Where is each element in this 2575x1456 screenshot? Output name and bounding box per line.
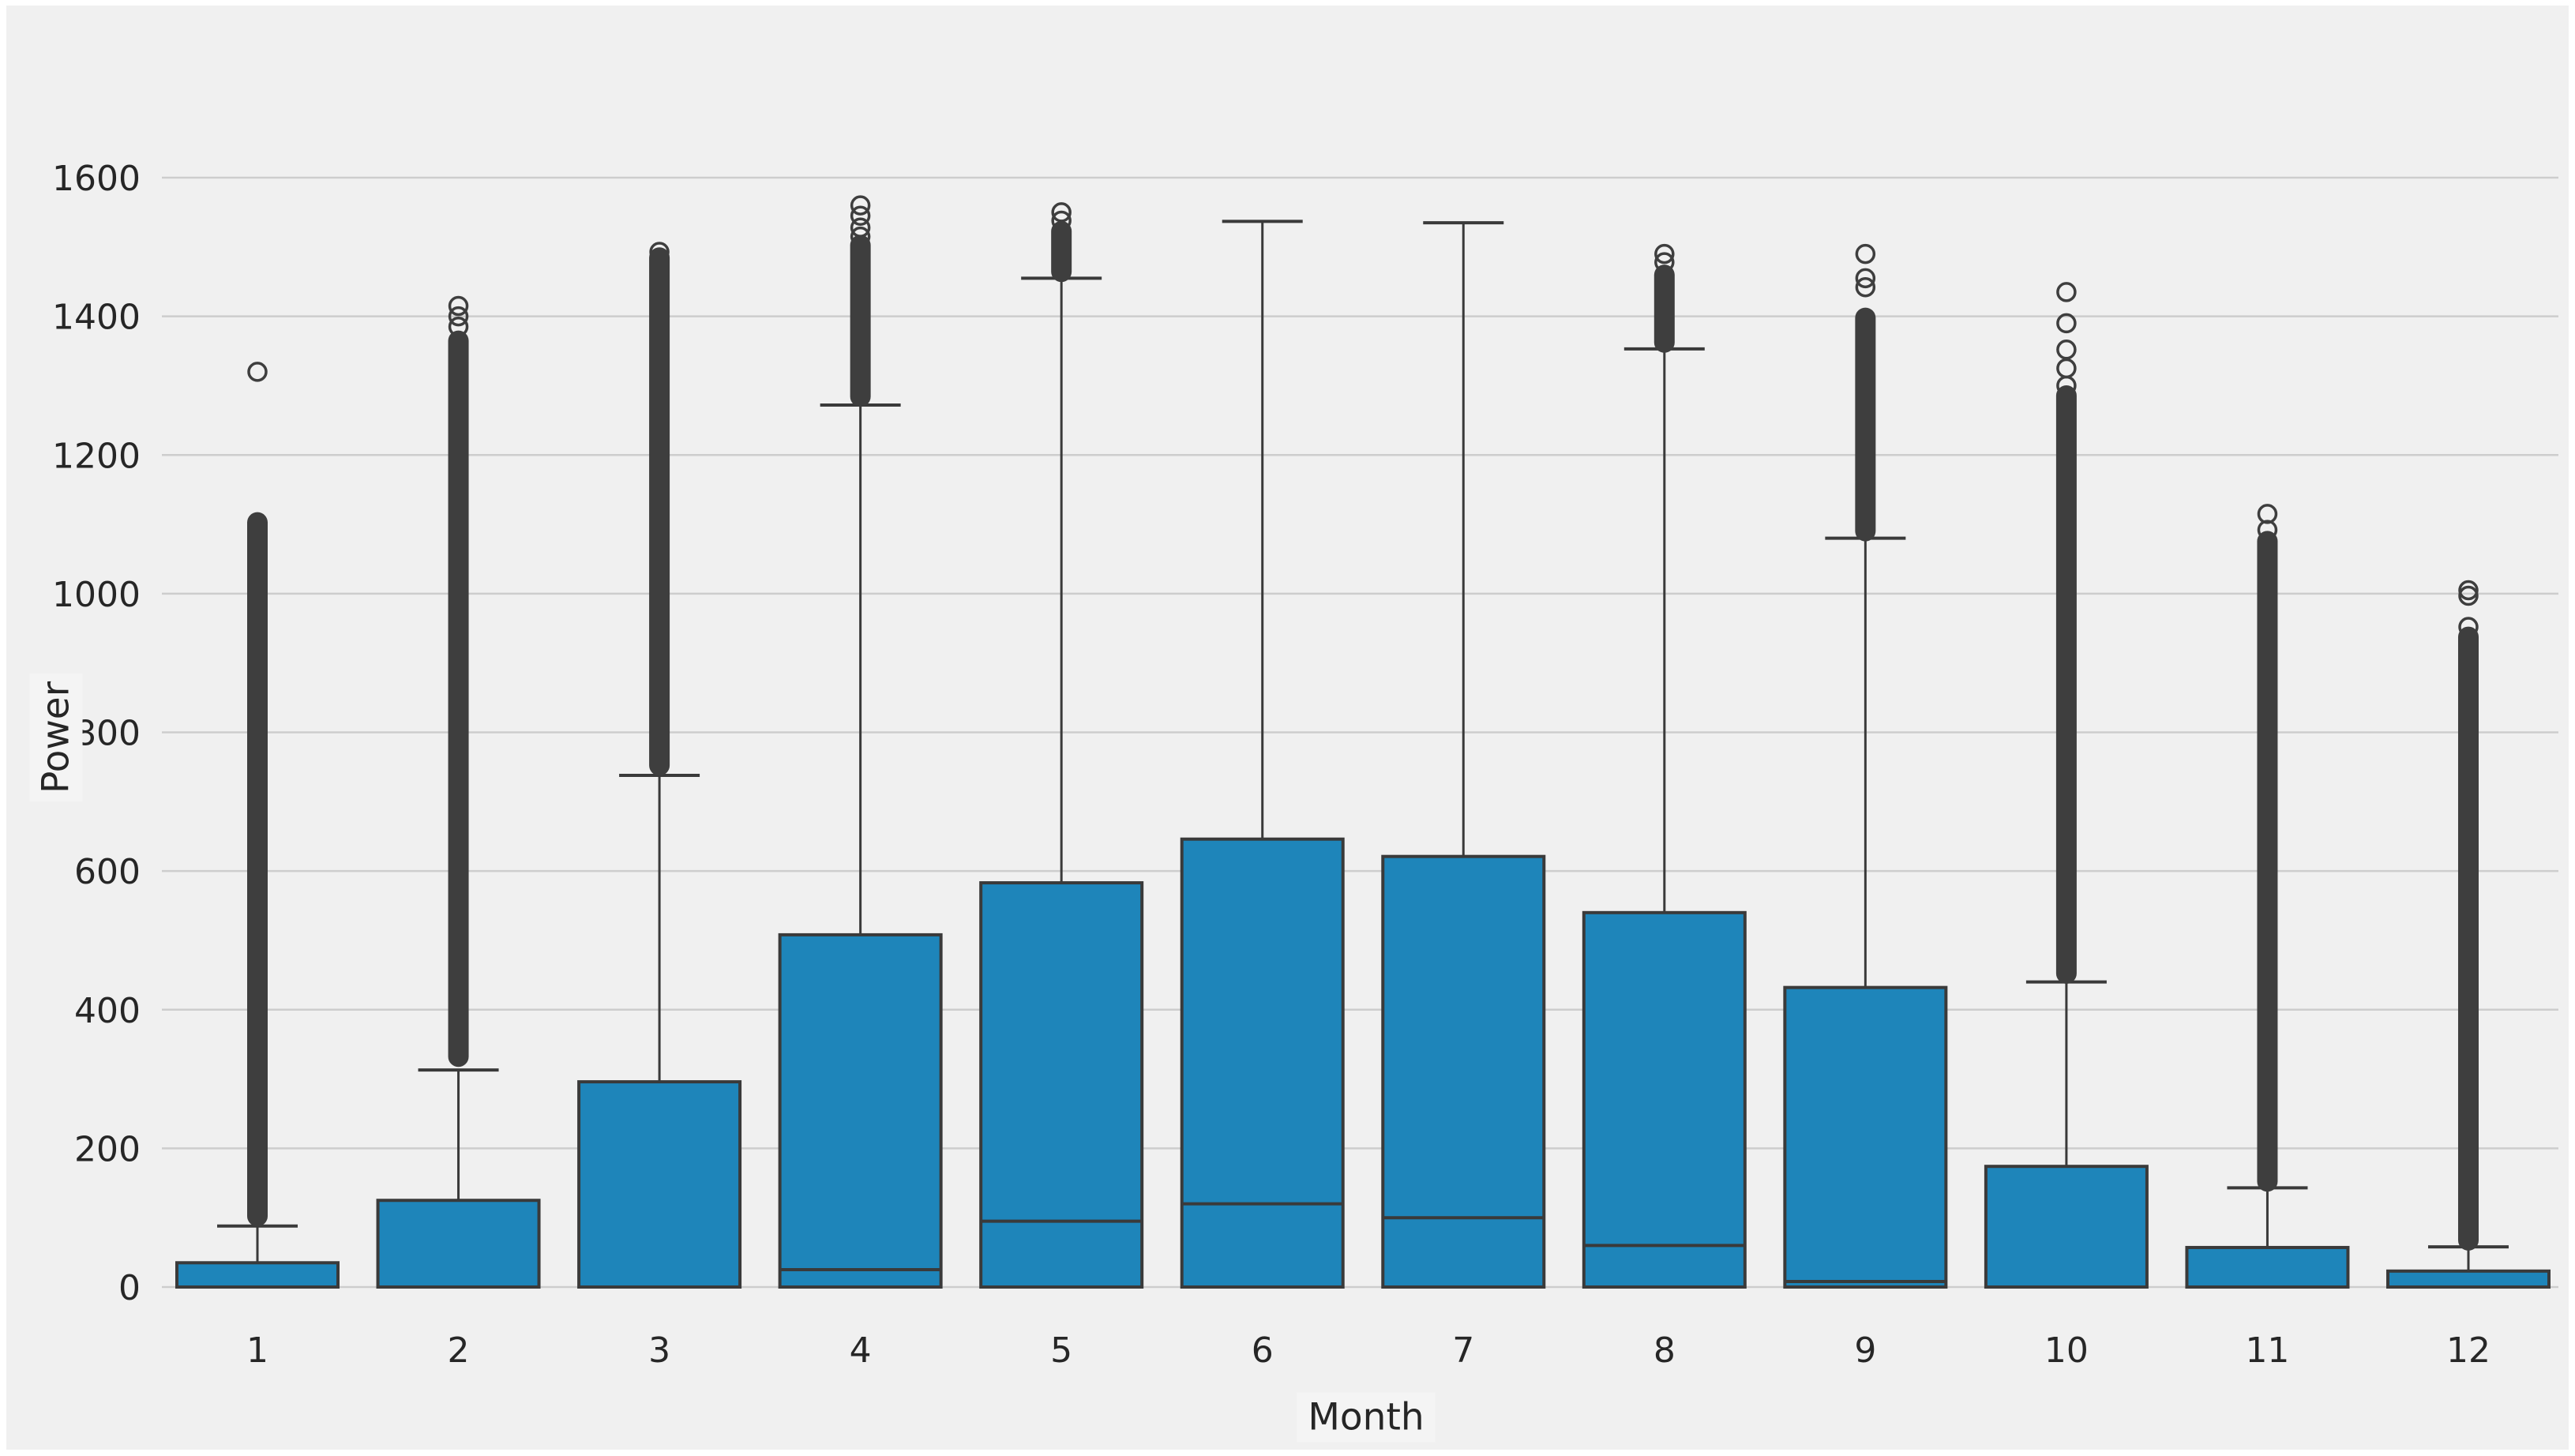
y-axis-label: Power xyxy=(29,673,83,802)
outlier-point-month-9 xyxy=(1855,268,1876,289)
y-tick-label: 600 xyxy=(74,852,141,892)
box-month-1 xyxy=(175,1261,340,1289)
outlier-point-month-5 xyxy=(1051,210,1072,231)
x-tick-label: 3 xyxy=(648,1330,670,1371)
box-month-6 xyxy=(1180,837,1345,1289)
box-month-7 xyxy=(1381,854,1546,1289)
y-tick-label: 1000 xyxy=(52,575,141,615)
outlier-band-month-10 xyxy=(2055,385,2077,984)
x-axis-label: Month xyxy=(1297,1392,1436,1443)
outlier-point-month-11 xyxy=(2257,520,2278,540)
boxplot-figure: 0 200 400 600 800 1000 1200 1400 1600 1 2 3 4 5 6 7 8 9 10… xyxy=(6,6,2569,1450)
outlier-band-month-3 xyxy=(649,247,670,776)
outlier-point-month-2 xyxy=(448,306,469,327)
y-tick-label: 800 xyxy=(74,714,141,754)
outlier-point-month-3 xyxy=(649,242,670,262)
x-tick-label: 11 xyxy=(2245,1330,2289,1371)
outlier-point-month-10 xyxy=(2056,358,2077,379)
outlier-point-month-1 xyxy=(247,362,268,382)
outlier-band-month-2 xyxy=(448,330,469,1068)
x-tick-label: 10 xyxy=(2044,1330,2089,1371)
x-tick-label: 4 xyxy=(850,1330,872,1371)
y-tick-label: 1600 xyxy=(52,159,141,199)
box-month-12 xyxy=(2385,1269,2551,1289)
outlier-point-month-4 xyxy=(850,226,871,247)
outlier-point-month-10 xyxy=(2056,282,2077,302)
x-tick-label: 1 xyxy=(246,1330,268,1371)
outlier-point-month-8 xyxy=(1654,243,1675,265)
box-month-10 xyxy=(1984,1165,2149,1289)
outlier-point-month-10 xyxy=(2056,340,2077,360)
y-tick-label: 200 xyxy=(74,1129,141,1169)
outlier-point-month-8 xyxy=(1654,252,1675,272)
y-tick-label: 1200 xyxy=(52,436,141,476)
x-tick-label: 5 xyxy=(1050,1330,1072,1371)
box-month-11 xyxy=(2185,1245,2350,1289)
outlier-point-month-4 xyxy=(850,217,871,238)
outlier-point-month-4 xyxy=(850,195,871,216)
outlier-point-month-9 xyxy=(1855,243,1876,265)
box-month-2 xyxy=(376,1199,541,1289)
outlier-band-month-9 xyxy=(1855,307,1876,542)
outlier-band-month-5 xyxy=(1051,220,1072,283)
y-tick-label: 0 xyxy=(118,1268,141,1308)
outlier-band-month-4 xyxy=(850,235,871,407)
x-tick-label: 12 xyxy=(2446,1330,2491,1371)
box-month-8 xyxy=(1582,910,1747,1289)
box-month-5 xyxy=(979,881,1144,1289)
outlier-point-month-10 xyxy=(2056,313,2077,334)
outlier-point-month-5 xyxy=(1051,202,1072,223)
x-tick-label: 9 xyxy=(1854,1330,1876,1371)
x-tick-label: 8 xyxy=(1653,1330,1676,1371)
box-month-9 xyxy=(1783,985,1948,1289)
outlier-point-month-2 xyxy=(448,317,469,337)
x-tick-label: 2 xyxy=(448,1330,470,1371)
box-month-4 xyxy=(778,933,943,1289)
outlier-point-month-12 xyxy=(2458,580,2479,601)
outlier-point-month-12 xyxy=(2458,617,2479,637)
outlier-point-month-12 xyxy=(2458,585,2479,606)
x-tick-label: 7 xyxy=(1452,1330,1474,1371)
outlier-band-month-1 xyxy=(247,512,268,1227)
outlier-point-month-9 xyxy=(1855,276,1876,298)
outlier-point-month-4 xyxy=(850,205,871,227)
y-tick-label: 400 xyxy=(74,991,141,1031)
outlier-band-month-8 xyxy=(1653,265,1675,353)
outlier-band-month-11 xyxy=(2257,531,2278,1192)
outlier-band-month-12 xyxy=(2457,626,2479,1251)
outlier-point-month-2 xyxy=(448,295,469,317)
outlier-point-month-11 xyxy=(2257,504,2278,524)
box-month-3 xyxy=(577,1080,742,1289)
y-tick-label: 1400 xyxy=(52,298,141,338)
x-tick-label: 6 xyxy=(1252,1330,1274,1371)
